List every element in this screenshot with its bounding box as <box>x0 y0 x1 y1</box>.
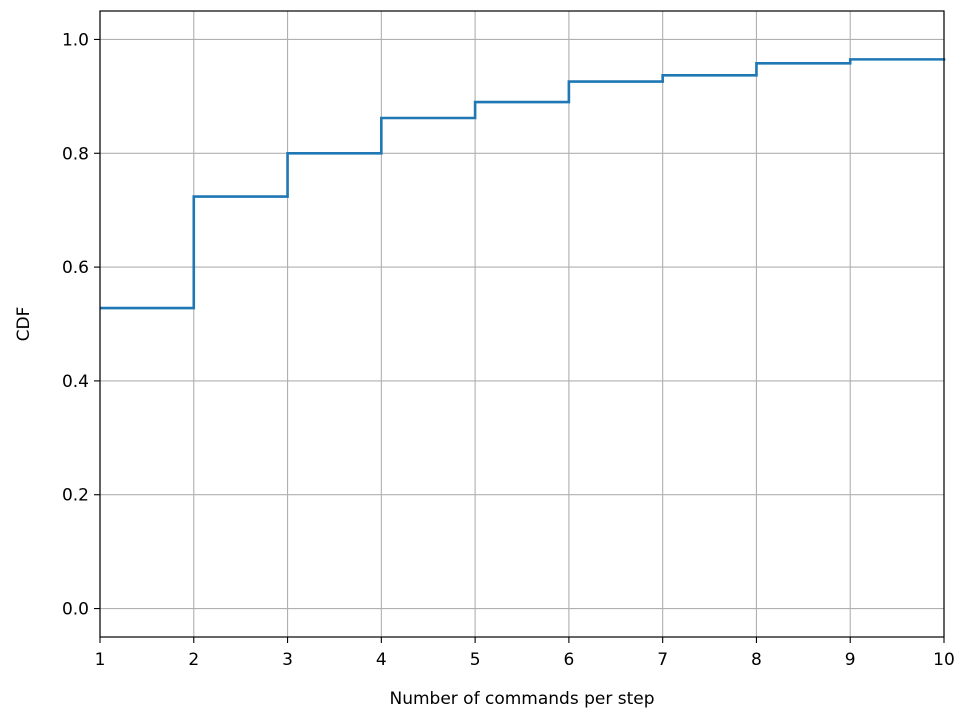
x-tick-label: 6 <box>563 650 574 670</box>
x-tick-label: 10 <box>933 650 955 670</box>
x-axis-label: Number of commands per step <box>389 689 654 709</box>
x-tick-label: 3 <box>282 650 293 670</box>
ticks: 1 2 3 4 5 6 7 8 9 10 0.0 0.2 0.4 0.6 0.8 1.0 <box>62 30 955 670</box>
plot-frame <box>99 10 945 638</box>
cdf-step-line <box>100 58 946 310</box>
grid <box>99 11 945 637</box>
x-tick-label: 9 <box>845 650 856 670</box>
y-tick-label: 0.6 <box>62 258 89 278</box>
x-tick-label: 7 <box>657 650 668 670</box>
y-axis-label: CDF <box>14 307 34 342</box>
series-layer <box>100 58 946 310</box>
x-tick-label: 8 <box>751 650 762 670</box>
y-tick-label: 0.8 <box>62 144 89 164</box>
y-tick-label: 1.0 <box>62 30 89 50</box>
x-tick-label: 5 <box>470 650 481 670</box>
y-tick-label: 0.4 <box>62 372 89 392</box>
y-tick-label: 0.2 <box>62 486 89 506</box>
y-tick-label: 0.0 <box>62 600 89 620</box>
x-tick-label: 4 <box>376 650 387 670</box>
x-tick-label: 2 <box>188 650 199 670</box>
x-tick-label: 1 <box>95 650 106 670</box>
